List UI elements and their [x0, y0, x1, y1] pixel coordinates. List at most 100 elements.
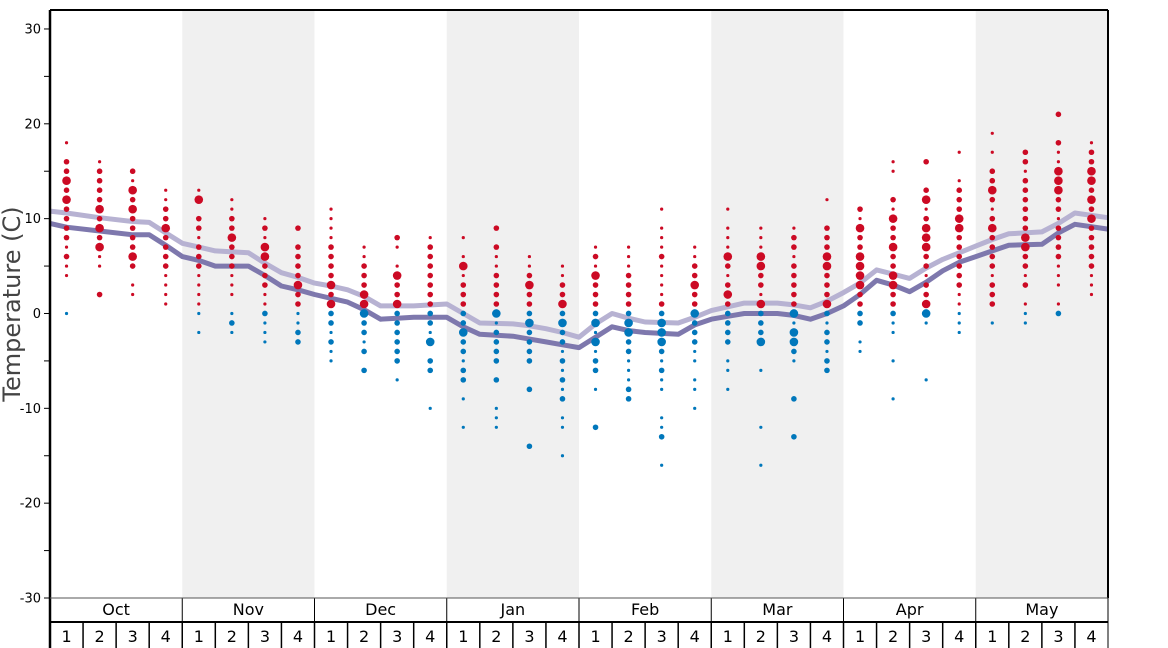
- warm-point: [990, 150, 994, 154]
- cold-point: [957, 321, 961, 325]
- cold-point: [559, 358, 566, 364]
- warm-point: [230, 207, 234, 211]
- cold-point: [328, 320, 334, 326]
- warm-point: [128, 185, 137, 195]
- warm-point: [392, 299, 402, 309]
- warm-point: [63, 215, 70, 222]
- warm-point: [592, 253, 599, 260]
- warm-point: [758, 272, 764, 279]
- warm-point: [956, 263, 963, 269]
- cold-point: [660, 359, 664, 363]
- cold-point: [492, 309, 501, 318]
- cold-point: [460, 367, 467, 374]
- warm-point: [989, 234, 996, 241]
- warm-point: [328, 291, 334, 298]
- cold-point: [759, 368, 763, 372]
- warm-point: [593, 245, 598, 249]
- warm-point: [493, 272, 500, 279]
- warm-point: [328, 244, 334, 250]
- warm-point: [989, 177, 996, 184]
- month-shade: [446, 10, 579, 598]
- cold-point: [824, 329, 830, 336]
- warm-point: [427, 244, 434, 250]
- warm-point: [1087, 176, 1096, 186]
- cold-point: [526, 443, 533, 450]
- cold-point: [493, 329, 500, 336]
- warm-point: [427, 263, 434, 269]
- warm-point: [989, 215, 996, 222]
- warm-point: [989, 291, 996, 298]
- warm-point: [1054, 176, 1063, 186]
- week-label: 2: [491, 627, 501, 646]
- warm-point: [129, 225, 136, 231]
- cold-point: [460, 377, 467, 383]
- cold-point: [660, 463, 664, 467]
- warm-point: [362, 245, 366, 249]
- warm-point: [461, 254, 465, 259]
- warm-point: [129, 244, 136, 250]
- cold-point: [791, 396, 797, 402]
- cold-point: [789, 309, 799, 318]
- cold-point: [361, 329, 367, 336]
- warm-point: [923, 215, 929, 222]
- warm-point: [957, 292, 961, 297]
- cold-point: [526, 329, 533, 336]
- month-label: Apr: [896, 600, 924, 619]
- warm-point: [328, 272, 334, 279]
- cold-point: [329, 330, 333, 335]
- month-shading: [182, 10, 1108, 598]
- month-shade: [182, 10, 315, 598]
- warm-point: [857, 291, 863, 298]
- warm-point: [162, 234, 169, 241]
- warm-point: [989, 282, 996, 288]
- warm-point: [1022, 263, 1029, 269]
- warm-point: [63, 206, 70, 212]
- cold-point: [789, 337, 799, 347]
- month-label: Mar: [762, 600, 793, 619]
- cold-point: [592, 310, 599, 317]
- y-axis: 30 20 10 0 -10 -20 -30: [20, 9, 1109, 648]
- warm-point: [62, 195, 71, 204]
- warm-point: [95, 223, 104, 233]
- warm-point: [96, 291, 103, 298]
- week-label: 1: [61, 627, 71, 646]
- cold-point: [262, 310, 268, 317]
- cold-point: [693, 378, 697, 382]
- warm-point: [1088, 225, 1095, 231]
- cold-point: [758, 320, 764, 326]
- warm-point: [560, 273, 565, 278]
- cold-point: [858, 349, 862, 354]
- warm-point: [230, 292, 234, 297]
- warm-point: [162, 253, 169, 260]
- cold-point: [726, 359, 730, 363]
- warm-point: [194, 195, 204, 204]
- cold-point: [591, 318, 600, 328]
- warm-point: [759, 236, 763, 240]
- cold-point: [560, 425, 565, 429]
- week-label: 3: [260, 627, 270, 646]
- week-label: 4: [425, 627, 435, 646]
- warm-point: [197, 236, 201, 240]
- warm-point: [229, 225, 235, 231]
- y-tick-label: 0: [33, 307, 41, 322]
- y-tick-label: 20: [24, 117, 41, 132]
- week-label: 3: [921, 627, 931, 646]
- warm-point: [957, 302, 961, 306]
- warm-point: [791, 263, 797, 269]
- warm-point: [461, 236, 465, 240]
- cold-point: [891, 397, 895, 401]
- cold-point: [690, 309, 700, 318]
- warm-point: [724, 301, 731, 307]
- cold-point: [660, 387, 664, 391]
- cold-point: [362, 340, 366, 344]
- cold-point: [427, 320, 434, 326]
- warm-point: [990, 207, 994, 211]
- warm-point: [592, 291, 599, 298]
- warm-point: [756, 252, 766, 261]
- week-label: 2: [624, 627, 634, 646]
- warm-point: [295, 244, 301, 250]
- cold-point: [263, 330, 267, 335]
- warm-point: [129, 263, 136, 269]
- warm-point: [295, 291, 301, 298]
- cold-point: [624, 318, 633, 328]
